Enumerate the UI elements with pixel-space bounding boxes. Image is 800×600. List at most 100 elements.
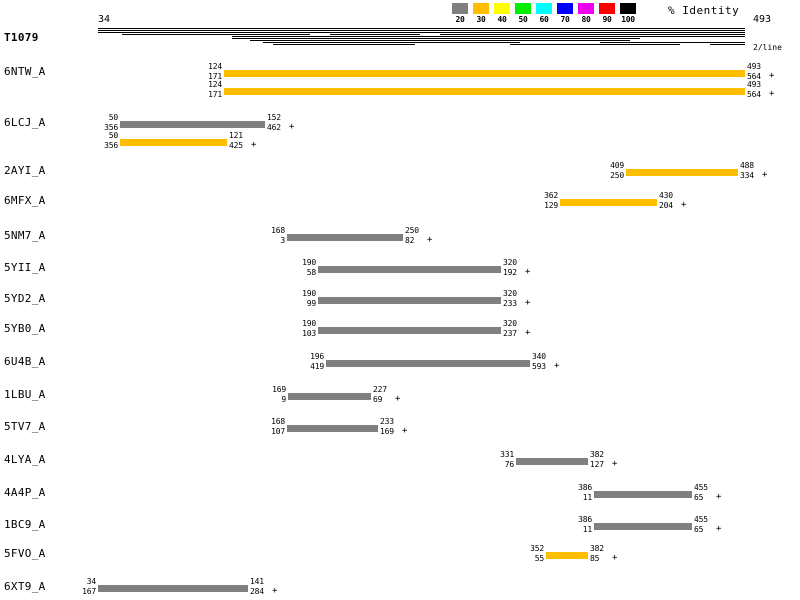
hsp-subject-start: 171 <box>208 90 222 99</box>
hsp-strand: + <box>716 524 722 534</box>
hit-id-label[interactable]: 5NM7_A <box>4 229 46 242</box>
hsp-strand: + <box>612 553 618 563</box>
hsp-query-start: 50 <box>108 113 118 122</box>
hsp-query-start: 124 <box>208 62 222 71</box>
hit-id-label[interactable]: 2AYI_A <box>4 164 46 177</box>
hsp-bar[interactable] <box>626 169 738 176</box>
coverage-line <box>440 34 745 35</box>
query-start-position: 34 <box>98 14 111 25</box>
legend-color-swatch <box>620 3 636 14</box>
hsp-query-end: 455 <box>694 483 708 492</box>
legend-item: 100 <box>620 3 636 25</box>
coverage-line <box>98 28 745 29</box>
hit-id-label[interactable]: 4A4P_A <box>4 486 46 499</box>
legend-title: % Identity <box>668 4 740 17</box>
hit-id-label[interactable]: 6NTW_A <box>4 65 46 78</box>
hit-id-label[interactable]: 5YD2_A <box>4 292 46 305</box>
hsp-bar[interactable] <box>224 70 745 77</box>
identity-legend: 20 30 40 50 60 70 80 90 100 <box>452 3 636 25</box>
hsp-strand: + <box>525 267 531 277</box>
hsp-query-end: 320 <box>503 319 517 328</box>
hsp-strand: + <box>554 361 560 371</box>
query-end-position: 493 <box>753 14 772 25</box>
hsp-query-end: 455 <box>694 515 708 524</box>
hsp-subject-end: 69 <box>373 395 383 404</box>
legend-color-swatch <box>557 3 573 14</box>
hsp-bar[interactable] <box>560 199 657 206</box>
hsp-bar[interactable] <box>318 297 501 304</box>
hsp-bar[interactable] <box>98 585 248 592</box>
coverage-line <box>273 44 415 45</box>
hsp-bar[interactable] <box>318 266 501 273</box>
hsp-bar[interactable] <box>287 425 378 432</box>
hsp-strand: + <box>395 394 401 404</box>
hsp-subject-end: 237 <box>503 329 517 338</box>
hsp-subject-end: 564 <box>747 90 761 99</box>
hsp-query-start: 168 <box>271 417 285 426</box>
hsp-strand: + <box>251 140 257 150</box>
hsp-subject-end: 65 <box>694 493 704 502</box>
hsp-bar[interactable] <box>594 523 692 530</box>
hit-id-label[interactable]: 6XT9_A <box>4 580 46 593</box>
hsp-query-start: 169 <box>272 385 286 394</box>
per-line-annotation: 2/line <box>753 43 782 52</box>
hsp-query-end: 340 <box>532 352 546 361</box>
hit-id-label[interactable]: 1BC9_A <box>4 518 46 531</box>
hsp-bar[interactable] <box>288 393 371 400</box>
hsp-strand: + <box>716 492 722 502</box>
legend-color-swatch <box>452 3 468 14</box>
coverage-line <box>600 42 745 43</box>
hsp-bar[interactable] <box>120 121 265 128</box>
hsp-bar[interactable] <box>224 88 745 95</box>
hsp-bar[interactable] <box>326 360 530 367</box>
query-coverage-lines <box>0 28 800 54</box>
hsp-query-end: 320 <box>503 289 517 298</box>
hit-id-label[interactable]: 5YII_A <box>4 261 46 274</box>
hit-id-label[interactable]: 4LYA_A <box>4 453 46 466</box>
legend-color-swatch <box>599 3 615 14</box>
hsp-bar[interactable] <box>120 139 227 146</box>
legend-item: 40 <box>494 3 510 25</box>
hsp-query-end: 121 <box>229 131 243 140</box>
hsp-subject-end: 425 <box>229 141 243 150</box>
hsp-query-start: 196 <box>310 352 324 361</box>
hsp-query-start: 352 <box>530 544 544 553</box>
legend-value-label: 40 <box>497 15 507 24</box>
legend-item: 70 <box>557 3 573 25</box>
hsp-bar[interactable] <box>546 552 588 559</box>
legend-value-label: 80 <box>581 15 591 24</box>
hsp-subject-end: 204 <box>659 201 673 210</box>
hsp-query-start: 190 <box>302 258 316 267</box>
hsp-query-end: 382 <box>590 544 604 553</box>
hsp-query-start: 409 <box>610 161 624 170</box>
hsp-bar[interactable] <box>287 234 403 241</box>
hit-id-label[interactable]: 5YB0_A <box>4 322 46 335</box>
hsp-query-start: 386 <box>578 483 592 492</box>
hsp-query-end: 430 <box>659 191 673 200</box>
hsp-bar[interactable] <box>594 491 692 498</box>
hit-id-label[interactable]: 6U4B_A <box>4 355 46 368</box>
hsp-strand: + <box>681 200 687 210</box>
legend-color-swatch <box>536 3 552 14</box>
coverage-line <box>710 44 745 45</box>
legend-value-label: 30 <box>476 15 486 24</box>
hsp-query-end: 488 <box>740 161 754 170</box>
hsp-query-end: 233 <box>380 417 394 426</box>
hit-id-label[interactable]: 1LBU_A <box>4 388 46 401</box>
hsp-bar[interactable] <box>516 458 588 465</box>
hsp-query-end: 141 <box>250 577 264 586</box>
hit-id-label[interactable]: 6LCJ_A <box>4 116 46 129</box>
coverage-line <box>330 34 420 35</box>
coverage-line <box>263 42 520 43</box>
legend-value-label: 20 <box>455 15 465 24</box>
hsp-query-end: 152 <box>267 113 281 122</box>
hit-id-label[interactable]: 6MFX_A <box>4 194 46 207</box>
hsp-query-start: 386 <box>578 515 592 524</box>
coverage-line <box>98 32 745 33</box>
hsp-strand: + <box>612 459 618 469</box>
hit-id-label[interactable]: 5FVO_A <box>4 547 46 560</box>
hsp-subject-end: 284 <box>250 587 264 596</box>
hit-id-label[interactable]: 5TV7_A <box>4 420 46 433</box>
hsp-bar[interactable] <box>318 327 501 334</box>
hsp-query-end: 382 <box>590 450 604 459</box>
